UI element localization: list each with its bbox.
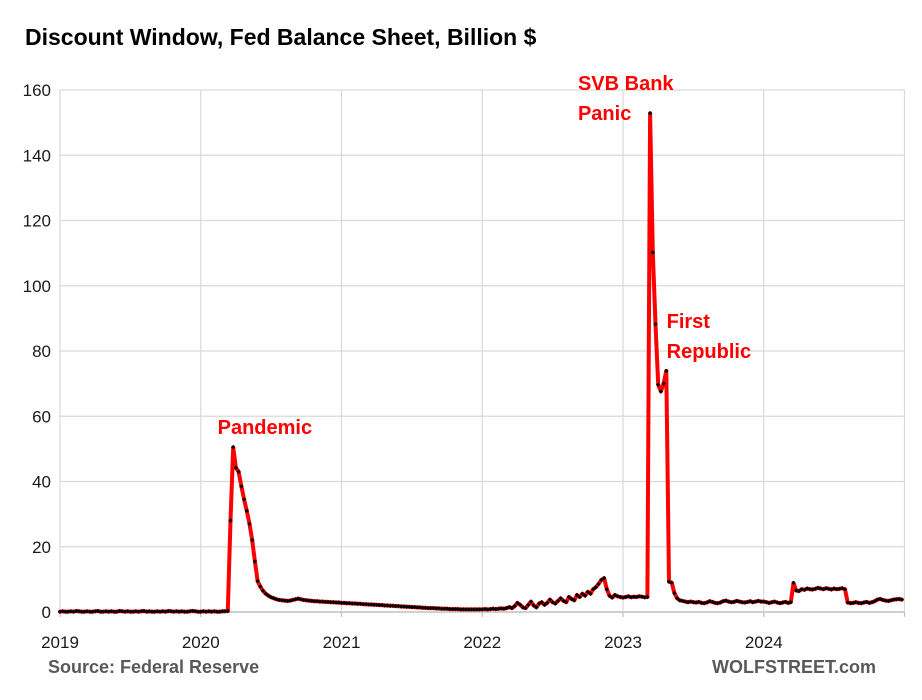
annotation-first-republic: First Republic — [667, 311, 751, 363]
y-tick-label: 100 — [23, 277, 51, 296]
x-tick-label: 2020 — [182, 633, 220, 652]
annotation-text: SVB Bank Panic — [578, 73, 674, 125]
x-tick-label: 2019 — [41, 633, 79, 652]
x-tick-label: 2021 — [323, 633, 361, 652]
x-gridlines — [59, 90, 906, 617]
annotation-svb-bank-panic: SVB Bank Panic — [578, 73, 674, 125]
y-tick-label: 160 — [23, 81, 51, 100]
annotation-line: SVB Bank — [578, 73, 674, 95]
annotation-line: Panic — [578, 103, 631, 125]
annotation-pandemic: Pandemic — [218, 416, 312, 438]
y-tick-label: 0 — [42, 603, 51, 622]
x-tick-label: 2023 — [604, 633, 642, 652]
annotation-text: Pandemic — [218, 416, 312, 438]
y-tick-label: 60 — [32, 407, 51, 426]
annotation-line: Pandemic — [218, 416, 312, 438]
y-tick-label: 20 — [32, 538, 51, 557]
annotation-text: First Republic — [667, 311, 751, 363]
data-markers — [57, 111, 905, 614]
brand-watermark: WOLFSTREET.com — [711, 657, 876, 677]
x-tick-label: 2024 — [745, 633, 783, 652]
x-tick-label: 2022 — [463, 633, 501, 652]
y-tick-label: 80 — [32, 342, 51, 361]
source-note: Source: Federal Reserve — [48, 657, 260, 677]
y-tick-label: 120 — [23, 212, 51, 231]
annotation-line: Republic — [667, 341, 751, 363]
x-axis-labels: 2019 2020 2021 2022 2023 2024 — [41, 633, 783, 652]
y-axis-labels: 0 20 40 60 80 100 120 140 160 — [23, 81, 51, 622]
y-tick-label: 40 — [32, 473, 51, 492]
annotation-line: First — [667, 311, 711, 333]
data-line — [58, 111, 904, 614]
chart-title: Discount Window, Fed Balance Sheet, Bill… — [25, 24, 537, 50]
y-tick-label: 140 — [23, 146, 51, 165]
